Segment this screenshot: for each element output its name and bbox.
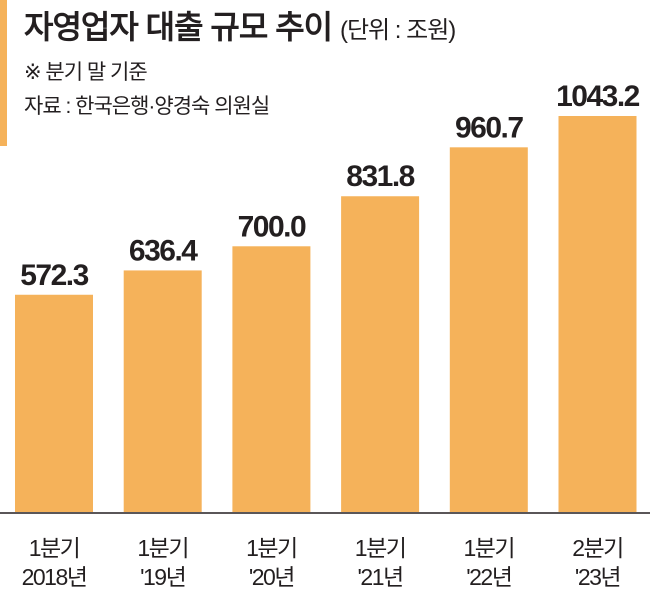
chart-source: 자료 : 한국은행·양경숙 의원실 bbox=[24, 95, 270, 118]
x-tick-label: '21년 bbox=[358, 564, 403, 590]
bar bbox=[341, 196, 420, 513]
x-tick-label: '23년 bbox=[575, 564, 620, 590]
chart-title: 자영업자 대출 규모 추이 (단위 : 조원) bbox=[24, 2, 456, 48]
x-tick-label: 1분기 bbox=[137, 535, 188, 561]
chart-title-text: 자영업자 대출 규모 추이 bbox=[24, 9, 333, 45]
data-label: 960.7 bbox=[455, 111, 523, 144]
bar bbox=[232, 246, 311, 512]
x-tick-label: 1분기 bbox=[246, 535, 297, 561]
x-tick-label: 1분기 bbox=[463, 535, 514, 561]
x-tick-label: '22년 bbox=[466, 564, 511, 590]
data-label: 1043.2 bbox=[556, 80, 640, 113]
x-tick-label: '20년 bbox=[249, 564, 294, 590]
bar bbox=[15, 294, 93, 512]
x-tick-label: '19년 bbox=[140, 564, 185, 590]
data-label: 700.0 bbox=[238, 210, 306, 243]
bar bbox=[123, 270, 202, 512]
bar bbox=[558, 116, 637, 512]
data-label: 636.4 bbox=[129, 234, 198, 267]
data-label: 831.8 bbox=[346, 160, 414, 193]
data-label: 572.3 bbox=[20, 259, 88, 292]
unit-label: (단위 : 조원) bbox=[339, 17, 456, 44]
x-tick-label: 2018년 bbox=[22, 564, 87, 590]
title-accent-bar bbox=[0, 0, 7, 146]
bar bbox=[449, 147, 528, 512]
x-tick-label: 1분기 bbox=[29, 535, 80, 561]
x-tick-label: 1분기 bbox=[355, 535, 406, 561]
x-tick-label: 2분기 bbox=[572, 535, 623, 561]
chart-note: ※ 분기 말 기준 bbox=[24, 61, 148, 84]
